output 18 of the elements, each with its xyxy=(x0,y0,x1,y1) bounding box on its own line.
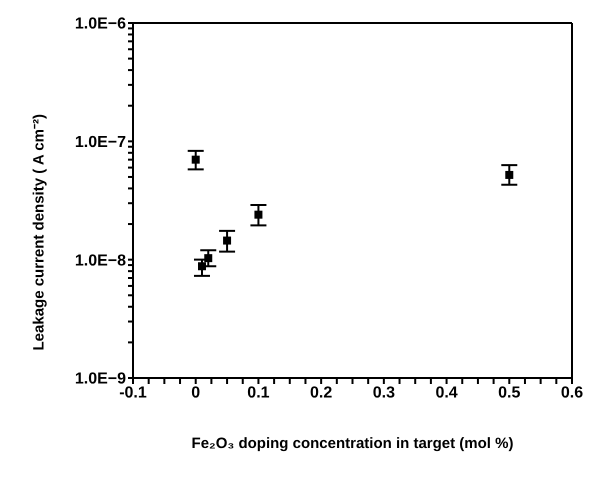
point xyxy=(223,236,232,245)
x-tick-label: 0.5 xyxy=(498,384,521,402)
x-axis-title: Fe₂O₃ doping concentration in target (mol %) xyxy=(192,435,514,452)
x-tick-label: 0.1 xyxy=(247,384,270,402)
point xyxy=(192,156,200,164)
x-tick-label: 0 xyxy=(191,384,200,402)
x-tick-label: 0.6 xyxy=(560,384,584,402)
y-tick-label: 1.0E−7 xyxy=(74,134,126,152)
y-axis-title: Leakage current density ( A cm⁻²) xyxy=(30,114,48,350)
y-tick-label: 1.0E−8 xyxy=(74,252,126,270)
point xyxy=(505,170,514,179)
point xyxy=(254,210,262,219)
point xyxy=(204,254,212,262)
x-tick-label: 0.4 xyxy=(435,384,458,402)
x-tick-label: 0.3 xyxy=(372,384,396,402)
y-tick-label: 1.0E−6 xyxy=(74,16,126,33)
x-tick-label: 0.2 xyxy=(310,384,332,402)
point xyxy=(198,262,206,270)
